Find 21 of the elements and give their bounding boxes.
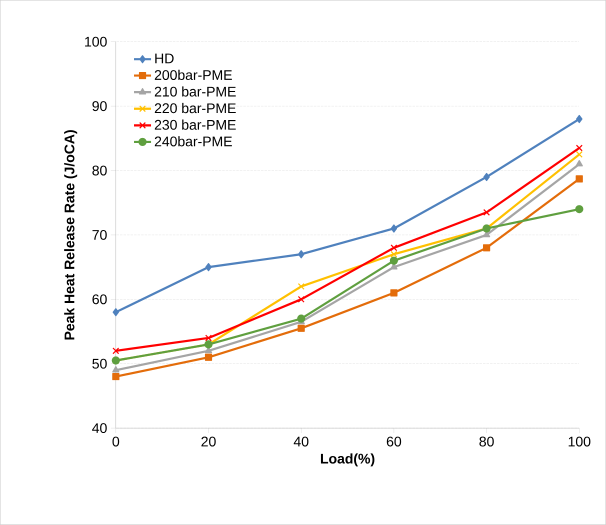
legend-label: 230 bar-PME bbox=[154, 120, 236, 130]
y-tick-label: 90 bbox=[92, 101, 107, 112]
x-axis-title: Load(%) bbox=[320, 453, 374, 466]
legend-label: 210 bar-PME bbox=[154, 86, 236, 97]
x-tick-label: 80 bbox=[479, 436, 494, 447]
legend-label: 220 bar-PME bbox=[154, 102, 236, 114]
y-tick-label: 60 bbox=[92, 294, 107, 304]
y-tick-label: 50 bbox=[92, 358, 107, 369]
x-tick-label: 60 bbox=[386, 436, 402, 447]
y-tick-label: 40 bbox=[92, 423, 107, 434]
legend-label: 240bar-PME bbox=[154, 136, 232, 146]
x-tick-label: 40 bbox=[294, 436, 308, 447]
y-axis-title: Peak Heat Release Rate (J/oCA) bbox=[64, 130, 78, 340]
y-tick-label: 80 bbox=[92, 166, 107, 176]
y-tick-label: 70 bbox=[92, 230, 107, 240]
y-tick-label: 100 bbox=[85, 36, 107, 47]
legend-label: HD bbox=[155, 54, 174, 64]
x-tick-label: 20 bbox=[201, 436, 216, 447]
x-tick-label: 100 bbox=[568, 436, 590, 447]
legend-label: 200bar-PME bbox=[154, 70, 232, 80]
x-tick-label: 0 bbox=[112, 436, 120, 447]
